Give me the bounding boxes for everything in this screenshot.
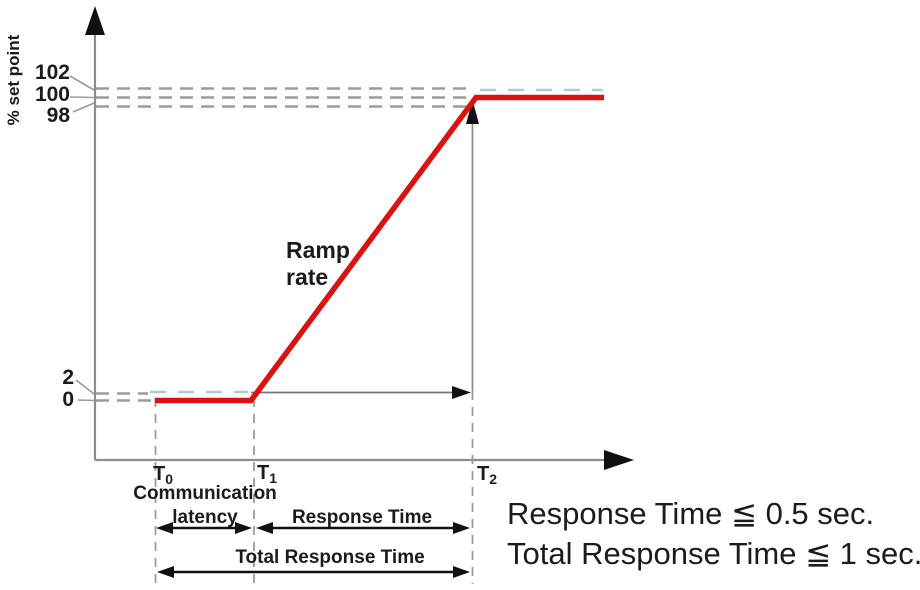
- t2-up-arrowhead: [466, 100, 479, 124]
- leader-102: [69, 75, 95, 91]
- total-response-arrowhead-right: [453, 566, 470, 578]
- response-time-arrowhead-left: [256, 522, 273, 534]
- y-axis-title: % set point: [4, 34, 23, 126]
- latency-label: latency: [172, 507, 238, 528]
- setpoint-curve: [155, 94, 604, 404]
- communication-label: Communication: [133, 483, 277, 504]
- t1-subscript: 1: [269, 470, 278, 486]
- x-axis-arrowhead: [604, 450, 634, 470]
- spec-note-response-time: Response Time ≦ 0.5 sec.: [507, 496, 875, 531]
- response-time-arrowhead-right: [453, 522, 470, 534]
- t0-subscript: 0: [165, 471, 174, 487]
- y-tick-102: 102: [34, 61, 70, 84]
- y-tick-2: 2: [62, 366, 74, 389]
- latency-arrowhead-left: [156, 522, 173, 534]
- total-response-arrowhead-left: [157, 566, 174, 578]
- y-tick-0: 0: [62, 388, 74, 411]
- t2-subscript: 2: [489, 471, 498, 487]
- t2-base: T: [477, 463, 490, 485]
- y-tick-98: 98: [46, 104, 70, 127]
- time-marker-t2: T2: [477, 463, 497, 487]
- time-marker-t1: T1: [257, 462, 277, 486]
- time-marker-t0: T0: [153, 463, 173, 487]
- spec-note-total-response-time: Total Response Time ≦ 1 sec.: [507, 536, 920, 571]
- spec-notes: Response Time ≦ 0.5 sec. Total Response …: [507, 494, 920, 574]
- y-axis-arrowhead: [85, 6, 105, 35]
- leader-2: [75, 379, 95, 395]
- t0-base: T: [153, 463, 166, 485]
- zero-level-measure-arrowhead: [452, 386, 471, 399]
- response-time-label: Response Time: [291, 507, 433, 528]
- t1-base: T: [257, 462, 270, 484]
- leader-0: [77, 399, 95, 402]
- total-response-time-label: Total Response Time: [235, 547, 425, 568]
- ramp-rate-label: Ramp rate: [286, 237, 350, 290]
- y-tick-100: 100: [34, 83, 70, 106]
- leader-100: [69, 96, 95, 99]
- leader-98: [72, 102, 95, 113]
- latency-arrowhead-right: [235, 522, 252, 534]
